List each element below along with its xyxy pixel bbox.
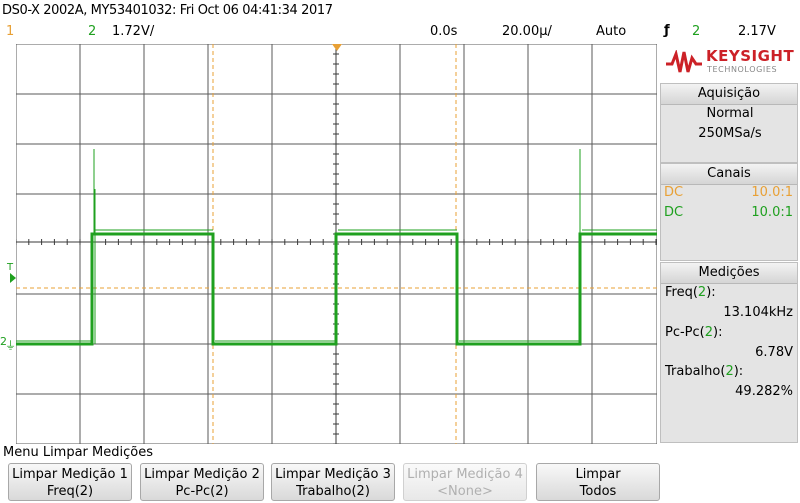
clear-all-button[interactable]: Limpar Todos (536, 463, 660, 501)
softkey-line2: Freq(2) (46, 484, 94, 499)
softkey-line2: Trabalho(2) (296, 484, 370, 499)
menu-title: Menu Limpar Medições (3, 445, 153, 460)
logo-sub: TECHNOLOGIES (707, 65, 778, 74)
ch1-label[interactable]: 1 (6, 24, 15, 39)
clear-measurement-4-button[interactable]: Limpar Medição 4 <None> (403, 463, 527, 501)
measurement-value: 6.78V (755, 345, 793, 360)
acquisition-title: Aquisição (661, 84, 797, 105)
status-bar: DS0-X 2002A, MY53401032: Fri Oct 06 04:4… (0, 0, 800, 22)
measurement-label: Pc-Pc(2): (665, 325, 723, 340)
model-info: DS0-X 2002A, MY53401032: Fri Oct 06 04:4… (2, 3, 333, 18)
trigger-slope-icon: ƒ (664, 23, 670, 38)
trigger-level-marker[interactable]: T (7, 262, 14, 273)
time-scale[interactable]: 20.00µ/ (502, 24, 552, 39)
ch2-probe: 10.0:1 (751, 205, 793, 220)
channels-title: Canais (661, 164, 797, 185)
waveform-display[interactable] (16, 44, 657, 444)
ch1-probe: 10.0:1 (751, 185, 793, 200)
softkey-line1: Limpar Medição 2 (144, 467, 260, 482)
trigger-source[interactable]: 2 (692, 24, 701, 39)
measurement-label: Freq(2): (665, 285, 716, 300)
ch1-coupling: DC (664, 185, 684, 200)
acquisition-panel[interactable]: Aquisição Normal 250MSa/s (660, 83, 798, 163)
softkey-line2: Pc-Pc(2) (175, 484, 229, 499)
acquisition-mode: Normal (706, 106, 754, 121)
axis-ticks (16, 44, 657, 444)
trigger-level[interactable]: 2.17V (738, 24, 776, 39)
trigger-mode[interactable]: Auto (596, 24, 627, 39)
channels-panel[interactable]: Canais DC 10.0:1 DC 10.0:1 (660, 163, 798, 261)
clear-measurement-3-button[interactable]: Limpar Medição 3 Trabalho(2) (271, 463, 395, 501)
logo-name: KEYSIGHT (706, 47, 795, 65)
ch2-waveform (16, 149, 657, 346)
ch2-ground-marker[interactable]: 2 (0, 335, 7, 348)
softkey-line2: Todos (579, 484, 617, 499)
keysight-wave-icon (666, 50, 702, 73)
clear-measurement-1-button[interactable]: Limpar Medição 1 Freq(2) (8, 463, 132, 501)
softkey-line1: Limpar Medição 3 (275, 467, 391, 482)
trigger-arrow-icon (10, 273, 16, 283)
brand-logo: KEYSIGHT TECHNOLOGIES (660, 44, 798, 84)
ground-icon: ⏚ (5, 339, 16, 352)
clear-measurement-2-button[interactable]: Limpar Medição 2 Pc-Pc(2) (140, 463, 264, 501)
channel-timebase-bar: 1 2 1.72V/ 0.0s 20.00µ/ Auto ƒ 2 2.17V (0, 22, 800, 42)
ch2-coupling: DC (664, 205, 684, 220)
softkey-line1: Limpar (575, 467, 621, 482)
softkey-line2: <None> (437, 484, 493, 499)
measurements-panel[interactable]: Medições Freq(2): 13.104kHz Pc-Pc(2): 6.… (660, 262, 798, 443)
measurement-value: 13.104kHz (723, 305, 793, 320)
softkey-line1: Limpar Medição 4 (407, 467, 523, 482)
softkey-line1: Limpar Medição 1 (12, 467, 128, 482)
measurement-value: 49.282% (735, 384, 793, 399)
ch2-label[interactable]: 2 (88, 24, 97, 39)
ch2-scale[interactable]: 1.72V/ (112, 24, 155, 39)
measurements-title: Medições (661, 263, 797, 284)
acquisition-rate: 250MSa/s (698, 126, 762, 141)
time-delay[interactable]: 0.0s (430, 24, 458, 39)
trigger-position-marker[interactable] (332, 44, 342, 51)
measurement-label: Trabalho(2): (665, 364, 744, 379)
